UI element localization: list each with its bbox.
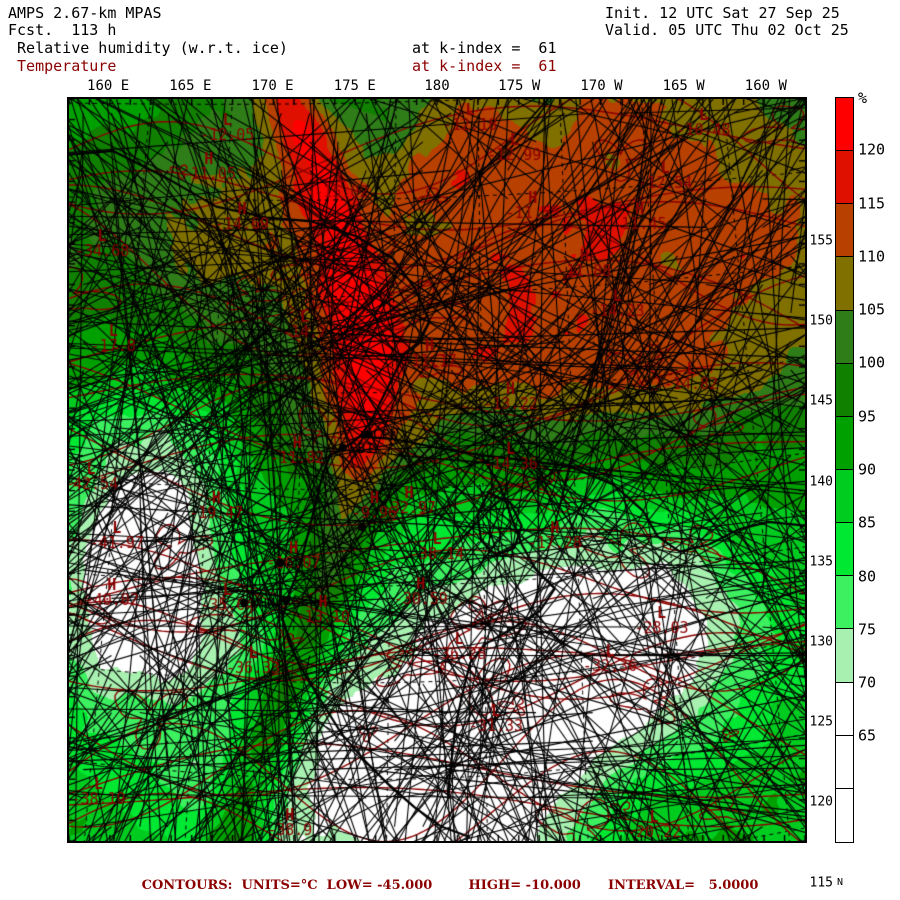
- colorbar-band: [836, 416, 853, 470]
- colorbar-tick-labels: 120 115 110 105 100 95 90 85 80 75 70 65: [858, 97, 898, 843]
- latitude-axis-labels: 155 150 145 140 135 130 125 120 115: [795, 97, 835, 889]
- temperature-k-index-label: at k-index = 61: [412, 57, 557, 75]
- lat-tick-label: 140: [809, 474, 833, 490]
- colorbar-tick-label: 80: [858, 567, 877, 586]
- colorbar-band: [836, 788, 853, 842]
- colorbar-tick-label: 115: [858, 194, 886, 213]
- colorbar-band: [836, 310, 853, 364]
- colorbar-tick-label: 70: [858, 673, 877, 692]
- contours-caption: CONTOURS: UNITS=°C LOW= -45.000 HIGH= -1…: [141, 878, 759, 893]
- colorbar-tick-label: 120: [858, 140, 886, 159]
- colorbar-tick-label: 75: [858, 620, 877, 639]
- rh-k-index-label: at k-index = 61: [412, 39, 557, 57]
- lon-tick-label: 160 W: [744, 78, 787, 94]
- colorbar-band: [836, 98, 853, 152]
- lat-tick-label: 145: [809, 393, 833, 409]
- lon-tick-label: 175 E: [333, 78, 376, 94]
- longitude-axis-labels: 160 E 165 E 170 E 175 E 180 175 W 170 W 165 W 16…: [67, 79, 807, 95]
- colorbar-band: [836, 469, 853, 524]
- colorbar-tick-label: 65: [858, 726, 877, 745]
- lon-tick-label: 170 W: [580, 78, 623, 94]
- colorbar-band: [836, 363, 853, 417]
- lon-tick-label: 165 E: [169, 78, 212, 94]
- colorbar-tick-label: 90: [858, 460, 877, 479]
- lat-tick-label: 135: [809, 554, 833, 570]
- lat-tick-label: 150: [809, 313, 833, 329]
- lon-tick-label: 180: [424, 78, 450, 94]
- lon-tick-label: 170 E: [251, 78, 294, 94]
- lat-tick-label: 120: [809, 794, 833, 810]
- valid-time-label: Valid. 05 UTC Thu 02 Oct 25: [605, 21, 849, 39]
- colorbar-band: [836, 257, 853, 311]
- colorbar-tick-label: 95: [858, 407, 877, 426]
- lat-tick-label: 125: [809, 714, 833, 730]
- colorbar-tick-label: 110: [858, 247, 886, 266]
- colorbar-band: [836, 204, 853, 258]
- lat-tick-label: 115: [809, 875, 833, 891]
- colorbar-band: [836, 523, 853, 577]
- lon-tick-label: 160 E: [87, 78, 130, 94]
- colorbar-band: [836, 735, 853, 789]
- field-label-temperature: Temperature: [8, 57, 117, 75]
- forecast-hour-label: Fcst. 113 h: [8, 21, 117, 39]
- colorbar-tick-label: 100: [858, 353, 886, 372]
- relative-humidity-temperature-map[interactable]: [69, 99, 805, 841]
- colorbar-band: [836, 682, 853, 736]
- colorbar-unit-label: %: [858, 89, 868, 107]
- colorbar-band: [836, 629, 853, 683]
- weather-map-panel[interactable]: [67, 97, 807, 843]
- relative-humidity-colorbar: [835, 97, 854, 843]
- lon-tick-label: 165 W: [662, 78, 705, 94]
- colorbar-band: [836, 151, 853, 205]
- model-title: AMPS 2.67-km MPAS: [8, 4, 162, 22]
- lat-tick-label: 155: [809, 233, 833, 249]
- colorbar-tick-label: 85: [858, 513, 877, 532]
- colorbar-band: [836, 576, 853, 630]
- lat-tick-label: 130: [809, 634, 833, 650]
- colorbar-tick-label: 105: [858, 300, 886, 319]
- lon-tick-label: 175 W: [498, 78, 541, 94]
- init-time-label: Init. 12 UTC Sat 27 Sep 25: [605, 4, 840, 22]
- field-label-relative-humidity: Relative humidity (w.r.t. ice): [8, 39, 288, 57]
